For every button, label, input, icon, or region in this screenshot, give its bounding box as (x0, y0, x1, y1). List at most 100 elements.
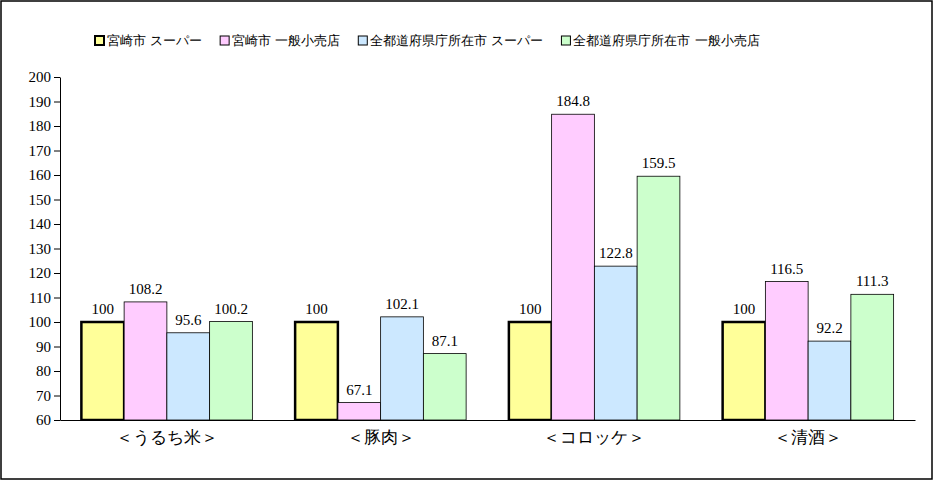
y-tick-mark (54, 371, 60, 372)
x-tick-label: ＜清酒＞ (774, 427, 842, 447)
y-tick-label: 130 (29, 241, 52, 257)
y-tick: 120 (29, 265, 61, 281)
y-tick: 160 (29, 167, 61, 183)
y-tick-mark (54, 77, 60, 78)
bar (637, 176, 680, 420)
data-label: 67.1 (346, 382, 372, 398)
x-tick-label: ＜豚肉＞ (347, 427, 415, 447)
bar (381, 317, 424, 420)
y-tick-label: 70 (36, 388, 51, 404)
y-tick-label: 110 (29, 290, 51, 306)
plot: 60 70 80 90 100 110 120 130 140 150 160 170 180 190 20… (29, 69, 916, 447)
legend-label: 全都道府県庁所在市 スーパー (370, 33, 543, 48)
y-tick-mark (54, 298, 60, 299)
y-tick: 100 (29, 314, 61, 330)
data-label: 111.3 (856, 273, 889, 289)
legend-swatch (220, 36, 229, 45)
y-tick-label: 90 (36, 339, 51, 355)
legend: 宮崎市 スーパー 宮崎市 一般小売店 全都道府県庁所在市 スーパー 全都道府県庁所在市… (95, 33, 760, 48)
y-tick: 190 (29, 94, 61, 110)
frame (1, 1, 932, 479)
y-tick-mark (54, 126, 60, 127)
legend-label: 宮崎市 一般小売店 (232, 33, 340, 48)
x-tick: ＜豚肉＞ (347, 420, 415, 447)
x-tick-label: ＜うるち米＞ (116, 427, 218, 447)
y-tick: 150 (29, 192, 61, 208)
bar (723, 322, 766, 420)
legend-item: 宮崎市 スーパー (95, 33, 202, 48)
y-tick-mark (54, 200, 60, 201)
legend-swatch (358, 36, 367, 45)
y-tick-mark (54, 396, 60, 397)
y-tick-label: 100 (29, 314, 52, 330)
bar (552, 114, 595, 420)
y-axis: 60 70 80 90 100 110 120 130 140 150 160 170 180 190 20… (29, 69, 61, 428)
y-tick-mark (54, 249, 60, 250)
chart: 60 70 80 90 100 110 120 130 140 150 160 170 180 190 20… (0, 0, 933, 480)
y-tick: 180 (29, 118, 61, 134)
bars (81, 114, 893, 420)
bar (851, 294, 894, 420)
y-tick: 90 (36, 339, 60, 355)
data-label: 122.8 (599, 245, 633, 261)
y-tick-label: 170 (29, 143, 52, 159)
bar (765, 282, 808, 420)
y-tick-label: 80 (36, 363, 51, 379)
bar (81, 322, 124, 420)
y-tick: 70 (36, 388, 60, 404)
y-tick-mark (54, 175, 60, 176)
bar (167, 333, 210, 420)
legend-label: 全都道府県庁所在市 一般小売店 (573, 33, 759, 48)
y-tick: 200 (29, 69, 61, 85)
data-label: 102.1 (385, 296, 419, 312)
y-tick-mark (54, 151, 60, 152)
y-tick-mark (54, 420, 60, 421)
data-label: 100 (305, 301, 328, 317)
data-label: 100.2 (214, 301, 248, 317)
y-tick-label: 180 (29, 118, 52, 134)
legend-item: 宮崎市 一般小売店 (220, 33, 340, 48)
bar (594, 266, 637, 420)
x-axis-line (61, 420, 916, 421)
y-tick-mark (54, 273, 60, 274)
data-label: 95.6 (175, 312, 202, 328)
bar (338, 403, 381, 420)
legend-swatch (561, 36, 570, 45)
data-label: 100 (519, 301, 542, 317)
x-tick-label: ＜コロッケ＞ (543, 427, 645, 447)
bar (124, 302, 167, 420)
legend-swatch (95, 36, 104, 45)
legend-item: 全都道府県庁所在市 一般小売店 (561, 33, 759, 48)
y-tick-mark (54, 102, 60, 103)
x-tick: ＜うるち米＞ (116, 420, 218, 447)
bar (423, 354, 466, 420)
data-label: 92.2 (816, 320, 842, 336)
y-tick: 60 (36, 412, 60, 428)
y-tick: 130 (29, 241, 61, 257)
y-tick-label: 60 (36, 412, 51, 428)
data-label: 87.1 (432, 333, 458, 349)
data-labels: 100 100 100 100 108.2 67.1 184.8 116.5 95.6 102.1… (92, 93, 889, 397)
x-tick: ＜コロッケ＞ (543, 420, 645, 447)
y-tick-mark (54, 347, 60, 348)
data-label: 184.8 (556, 93, 590, 109)
y-tick-mark (54, 224, 60, 225)
data-label: 108.2 (129, 281, 163, 297)
y-tick-label: 190 (29, 94, 52, 110)
y-tick: 170 (29, 143, 61, 159)
y-axis-line (60, 78, 61, 421)
data-label: 116.5 (770, 261, 803, 277)
y-tick-label: 140 (29, 216, 52, 232)
bar (808, 341, 851, 420)
y-tick-label: 160 (29, 167, 52, 183)
data-label: 159.5 (642, 155, 676, 171)
data-label: 100 (733, 301, 756, 317)
y-tick: 140 (29, 216, 61, 232)
x-axis: ＜うるち米＞ ＜豚肉＞ ＜コロッケ＞ ＜清酒＞ (61, 420, 916, 447)
y-tick-label: 200 (29, 69, 52, 85)
data-label: 100 (92, 301, 115, 317)
y-tick: 80 (36, 363, 60, 379)
x-tick: ＜清酒＞ (774, 420, 842, 447)
legend-item: 全都道府県庁所在市 スーパー (358, 33, 543, 48)
bar (509, 322, 552, 420)
